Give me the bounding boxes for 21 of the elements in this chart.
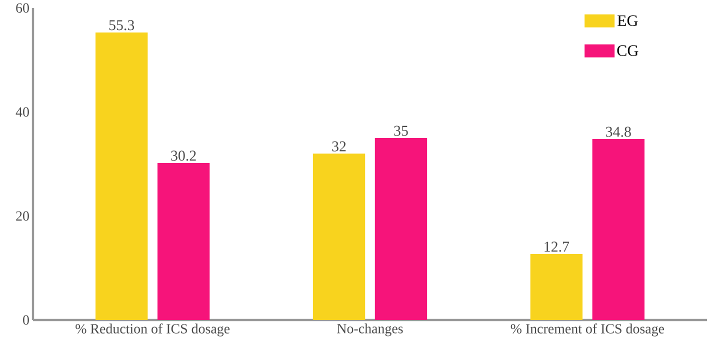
bar xyxy=(157,162,210,320)
x-tick-label: No-changes xyxy=(337,324,403,336)
x-tick-label: % Increment of ICS dosage xyxy=(510,324,664,336)
data-label: 55.3 xyxy=(109,20,134,30)
data-label: 12.7 xyxy=(544,242,570,252)
y-tick-label: 40 xyxy=(16,107,29,117)
data-label: 32 xyxy=(332,141,346,152)
bar xyxy=(96,32,148,320)
data-label: 34.8 xyxy=(606,126,631,137)
y-tick-label: 20 xyxy=(16,211,29,221)
bar xyxy=(312,154,366,320)
data-label: 35 xyxy=(394,126,408,136)
bar xyxy=(530,254,583,320)
data-label: 30.2 xyxy=(171,150,196,161)
legend-label: CG xyxy=(617,45,638,56)
y-tick-label: 60 xyxy=(16,3,29,13)
legend-label: EG xyxy=(617,15,638,26)
y-tick-label: 0 xyxy=(23,315,29,325)
bar xyxy=(374,138,428,320)
bar xyxy=(592,139,644,320)
x-tick-label: % Reduction of ICS dosage xyxy=(76,324,230,336)
